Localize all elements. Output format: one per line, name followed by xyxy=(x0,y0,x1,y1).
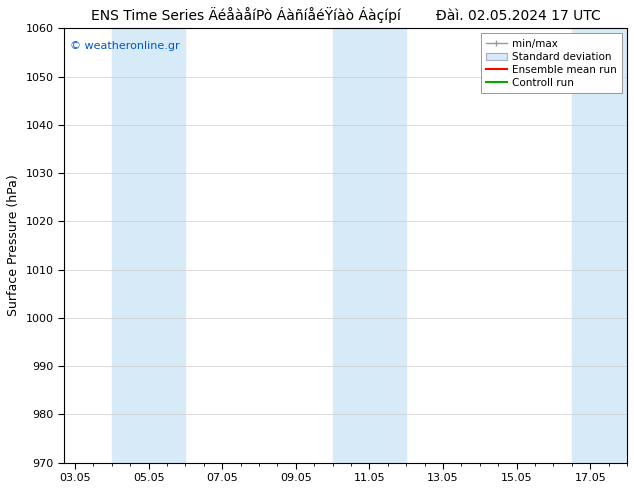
Y-axis label: Surface Pressure (hPa): Surface Pressure (hPa) xyxy=(7,174,20,317)
Legend: min/max, Standard deviation, Ensemble mean run, Controll run: min/max, Standard deviation, Ensemble me… xyxy=(481,33,622,93)
Bar xyxy=(333,28,406,463)
Text: © weatheronline.gr: © weatheronline.gr xyxy=(70,41,179,51)
Title: ENS Time Series ÄéåàåíPò ÁàñíåéŸíàò Áàçípí        Đàì. 02.05.2024 17 UTC: ENS Time Series ÄéåàåíPò ÁàñíåéŸíàò Áàçí… xyxy=(91,7,600,23)
Bar xyxy=(112,28,186,463)
Bar xyxy=(572,28,627,463)
